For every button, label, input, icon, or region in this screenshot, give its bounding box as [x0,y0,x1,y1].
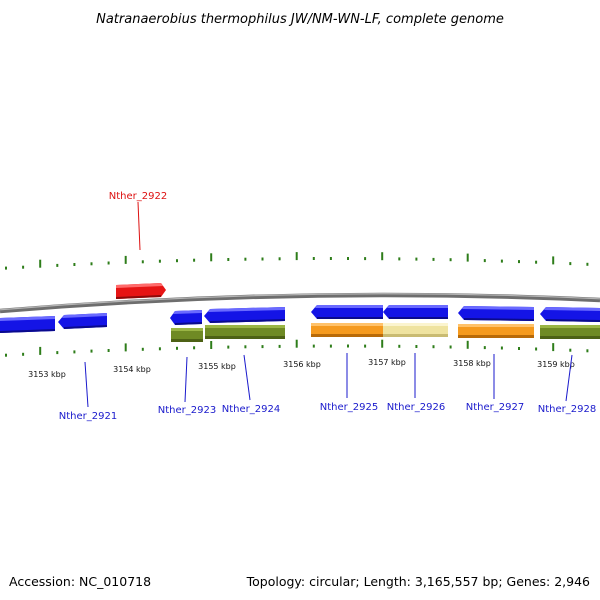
ruler-label: 3157 kbp [368,358,406,367]
ruler-label: 3156 kbp [283,360,321,369]
leader-line-nther-2928 [565,354,573,402]
gene-label-nther-2926[interactable]: Nther_2926 [387,402,445,413]
genome-backbone-highlight [0,293,600,311]
gene-label-nther-2923[interactable]: Nther_2923 [158,405,216,416]
feature-olive-2924[interactable] [205,325,285,339]
gene-nther-2927[interactable] [458,306,534,321]
ruler-label: 3159 kbp [537,360,575,369]
genome-backbone [0,292,600,314]
gene-nther-2920[interactable] [0,316,55,333]
feature-orange-2925[interactable] [311,323,383,337]
gene-nther-2925[interactable] [311,305,383,319]
genome-summary-text: Topology: circular; Length: 3,165,557 bp… [246,574,590,589]
gene-nther-2922[interactable] [116,283,166,299]
leader-line-nther-2923 [184,356,188,403]
ruler-labels: 3153 kbp 3154 kbp 3155 kbp 3156 kbp 3157… [28,358,575,379]
feature-olive-2923[interactable] [171,328,203,342]
outer-tick-marks [5,252,589,270]
ruler-label: 3154 kbp [113,365,151,374]
gene-label-nther-2928[interactable]: Nther_2928 [538,404,596,415]
gene-label-nther-2922[interactable]: Nther_2922 [109,191,167,202]
ruler-label: 3155 kbp [198,362,236,371]
gene-nther-2921[interactable] [58,313,107,329]
gene-label-nther-2924[interactable]: Nther_2924 [222,404,280,415]
gene-label-nther-2927[interactable]: Nther_2927 [466,402,524,413]
feature-yellow-2926[interactable] [383,323,448,337]
ruler-label: 3153 kbp [28,370,66,379]
feature-olive-2928[interactable] [540,325,600,339]
ruler-label: 3158 kbp [453,359,491,368]
gene-labels: Nther_2922 Nther_2921 Nther_2923 Nther_2… [59,191,596,422]
gene-nther-2923[interactable] [170,310,202,325]
leader-lines [84,201,573,408]
accession-text: Accession: NC_010718 [9,574,151,589]
gene-label-nther-2925[interactable]: Nther_2925 [320,402,378,413]
leader-line-nther-2921 [84,361,89,408]
gene-nther-2926[interactable] [383,305,448,319]
gene-nther-2924[interactable] [204,307,285,323]
genome-title: Natranaerobius thermophilus JW/NM-WN-LF,… [96,12,504,27]
leader-line-nther-2924 [243,354,251,401]
gene-label-nther-2921[interactable]: Nther_2921 [59,411,117,422]
feature-orange-2927[interactable] [458,324,534,338]
inner-tick-marks [5,339,589,357]
gene-nther-2928[interactable] [540,307,600,322]
leader-line-nther-2922 [137,201,141,251]
